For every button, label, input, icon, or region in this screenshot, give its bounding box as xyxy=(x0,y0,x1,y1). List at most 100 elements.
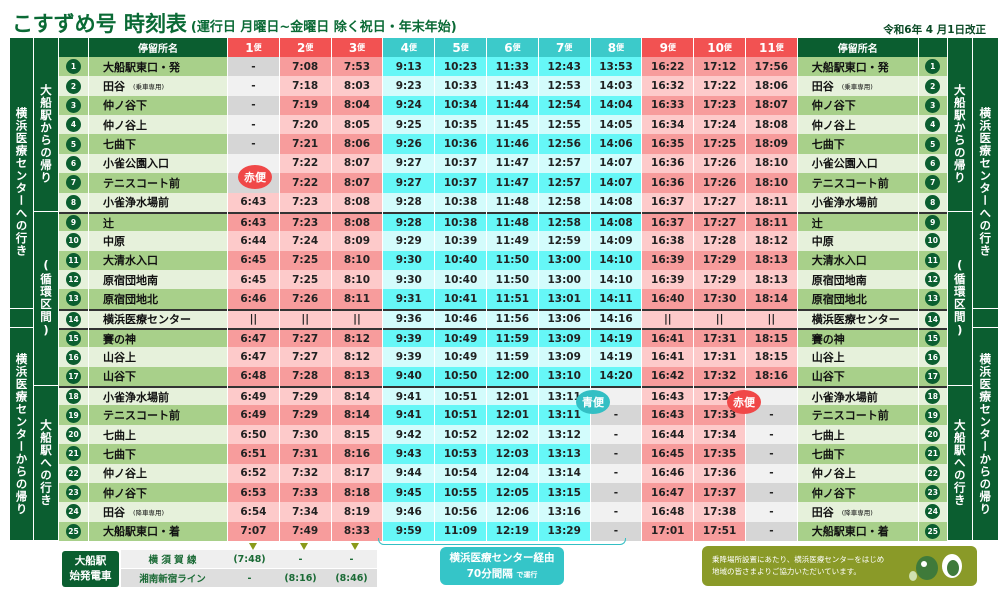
time-cell: 17:29 xyxy=(694,250,745,270)
stop-number-badge: 21 xyxy=(918,444,947,464)
bus-number: 7 xyxy=(556,40,565,55)
stop-number-badge: 22 xyxy=(59,463,88,483)
time-cell: 7:08 xyxy=(279,57,331,77)
stop-number-badge: 1 xyxy=(918,57,947,77)
stop-note: (降車専用) xyxy=(133,508,165,517)
time-cell: 12:59 xyxy=(538,231,590,251)
time-cell: 9:28 xyxy=(383,192,435,212)
stop-name-text: 仲ノ谷下 xyxy=(103,99,147,113)
time-cell: 6:43 xyxy=(228,192,279,212)
time-cell: 17:22 xyxy=(694,76,745,96)
time-cell: 16:22 xyxy=(642,57,694,77)
direction-label: 横浜医療センターへの行き xyxy=(10,57,33,309)
time-cell: 16:38 xyxy=(642,231,694,251)
time-cell: 9:28 xyxy=(383,211,435,232)
time-cell: 14:19 xyxy=(590,347,642,367)
stop-number: 24 xyxy=(925,504,941,520)
time-cell: 10:54 xyxy=(435,463,486,483)
stop-number: 1 xyxy=(925,59,941,75)
time-cell: 14:04 xyxy=(590,95,642,116)
stop-name-text: 山谷下 xyxy=(811,370,845,384)
time-cell: 8:19 xyxy=(331,502,383,522)
stop-number: 17 xyxy=(66,368,81,384)
time-cell: 18:06 xyxy=(745,76,797,96)
time-cell: 16:48 xyxy=(642,502,694,522)
time-cell: 11:59 xyxy=(486,347,538,367)
time-cell: 8:16 xyxy=(331,444,383,464)
stop-name-text: 大清水入口 xyxy=(811,254,867,268)
time-cell: 7:18 xyxy=(279,76,331,96)
time-cell: 16:39 xyxy=(642,269,694,290)
stop-name: 大船駅東口・発 xyxy=(797,57,918,77)
time-cell: 10:50 xyxy=(435,366,486,387)
time-cell: 17:29 xyxy=(694,269,745,290)
stop-name-text: 大清水入口 xyxy=(103,254,158,268)
time-cell: 18:10 xyxy=(745,153,797,174)
stop-number-badge: 19 xyxy=(59,405,88,425)
time-cell: 8:04 xyxy=(331,95,383,116)
stop-number: 19 xyxy=(925,407,941,423)
time-cell: 6:45 xyxy=(228,269,279,290)
time-cell: - xyxy=(228,57,279,77)
stop-number: 5 xyxy=(925,136,941,152)
time-cell: 14:07 xyxy=(590,173,642,193)
header-stop-name: 停留所名 xyxy=(89,38,227,57)
time-cell: 7:19 xyxy=(279,95,331,116)
stop-name: 小雀浄水場前 xyxy=(797,192,918,212)
time-cell: 11:45 xyxy=(486,115,538,135)
time-cell: 18:13 xyxy=(745,269,797,290)
train-time: (8:46) xyxy=(335,572,368,584)
time-cell: 14:16 xyxy=(590,308,642,329)
stop-name-text: 仲ノ谷下 xyxy=(811,486,856,500)
time-cell: 18:15 xyxy=(745,347,797,367)
stop-name-text: 七曲下 xyxy=(103,447,136,461)
stop-name-text: 田谷 xyxy=(811,80,834,94)
bus-suffix: 便 xyxy=(564,43,573,52)
time-cell: 13:12 xyxy=(538,424,590,445)
stop-number-badge: 25 xyxy=(59,521,88,541)
time-cell: 17:34 xyxy=(694,424,745,445)
time-cell: 13:14 xyxy=(538,463,590,483)
stop-name: 小雀浄水場前 xyxy=(89,386,227,406)
time-cell: 8:03 xyxy=(331,76,383,96)
stop-number-badge: 19 xyxy=(918,405,947,425)
stop-number: 18 xyxy=(66,389,81,405)
time-cell: 8:17 xyxy=(331,463,383,483)
stop-name: 大船駅東口・着 xyxy=(89,521,227,541)
stop-name-text: 仲ノ谷下 xyxy=(811,99,856,113)
time-cell: 13:16 xyxy=(538,502,590,522)
direction-label: 横浜医療センターへの行き xyxy=(972,57,998,309)
bus-suffix: 便 xyxy=(723,43,732,52)
stop-number: 2 xyxy=(925,78,941,94)
time-cell: 6:43 xyxy=(228,211,279,232)
stop-number-badge: 23 xyxy=(918,482,947,503)
time-cell: 13:29 xyxy=(538,521,590,541)
time-cell: 6:52 xyxy=(228,463,279,483)
time-cell: 12:01 xyxy=(486,386,538,406)
time-cell: 17:27 xyxy=(694,192,745,212)
time-cell: 7:25 xyxy=(279,250,331,270)
stop-number-badge: 9 xyxy=(918,211,947,232)
stop-name-text: 原宿団地北 xyxy=(811,292,867,306)
time-cell: 6:53 xyxy=(228,482,279,503)
stop-number: 13 xyxy=(66,291,81,307)
direction-label: 大船駅からの帰り xyxy=(947,57,972,212)
stop-number: 19 xyxy=(66,407,81,423)
time-cell: 11:48 xyxy=(486,192,538,212)
stop-number-badge: 25 xyxy=(918,521,947,541)
time-cell: 10:41 xyxy=(435,289,486,309)
stop-name: 賽の神 xyxy=(797,328,918,348)
stop-number: 12 xyxy=(925,272,941,288)
stop-name: 田谷 (降車専用) xyxy=(797,502,918,522)
bus-suffix: 便 xyxy=(253,43,262,52)
time-cell: 12:58 xyxy=(538,211,590,232)
stop-number-badge: 4 xyxy=(59,115,88,135)
time-cell: 6:48 xyxy=(228,366,279,387)
time-cell: - xyxy=(745,424,797,445)
train-time: - xyxy=(247,572,252,584)
time-cell: 16:44 xyxy=(642,424,694,445)
stop-number-badge: 18 xyxy=(918,386,947,406)
